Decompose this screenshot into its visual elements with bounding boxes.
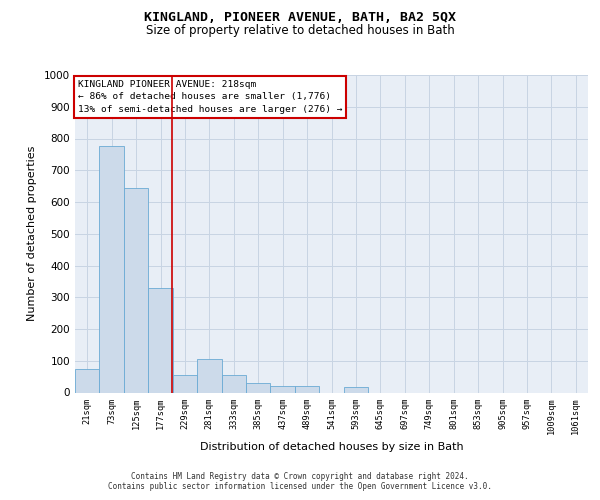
Text: Contains public sector information licensed under the Open Government Licence v3: Contains public sector information licen… [108, 482, 492, 491]
Bar [173, 375, 197, 392]
Bar [124, 188, 148, 392]
Bar [197, 359, 221, 392]
Bar [271, 386, 295, 392]
Text: Size of property relative to detached houses in Bath: Size of property relative to detached ho… [146, 24, 454, 37]
X-axis label: Distribution of detached houses by size in Bath: Distribution of detached houses by size … [200, 442, 463, 452]
Bar [246, 383, 271, 392]
Bar [75, 368, 100, 392]
Text: Contains HM Land Registry data © Crown copyright and database right 2024.: Contains HM Land Registry data © Crown c… [131, 472, 469, 481]
Text: KINGLAND, PIONEER AVENUE, BATH, BA2 5QX: KINGLAND, PIONEER AVENUE, BATH, BA2 5QX [144, 11, 456, 24]
Bar [148, 288, 173, 393]
Bar [295, 386, 319, 392]
Bar [221, 375, 246, 392]
Bar [100, 146, 124, 392]
Text: KINGLAND PIONEER AVENUE: 218sqm
← 86% of detached houses are smaller (1,776)
13%: KINGLAND PIONEER AVENUE: 218sqm ← 86% of… [77, 80, 342, 114]
Y-axis label: Number of detached properties: Number of detached properties [27, 146, 37, 322]
Bar [344, 387, 368, 392]
